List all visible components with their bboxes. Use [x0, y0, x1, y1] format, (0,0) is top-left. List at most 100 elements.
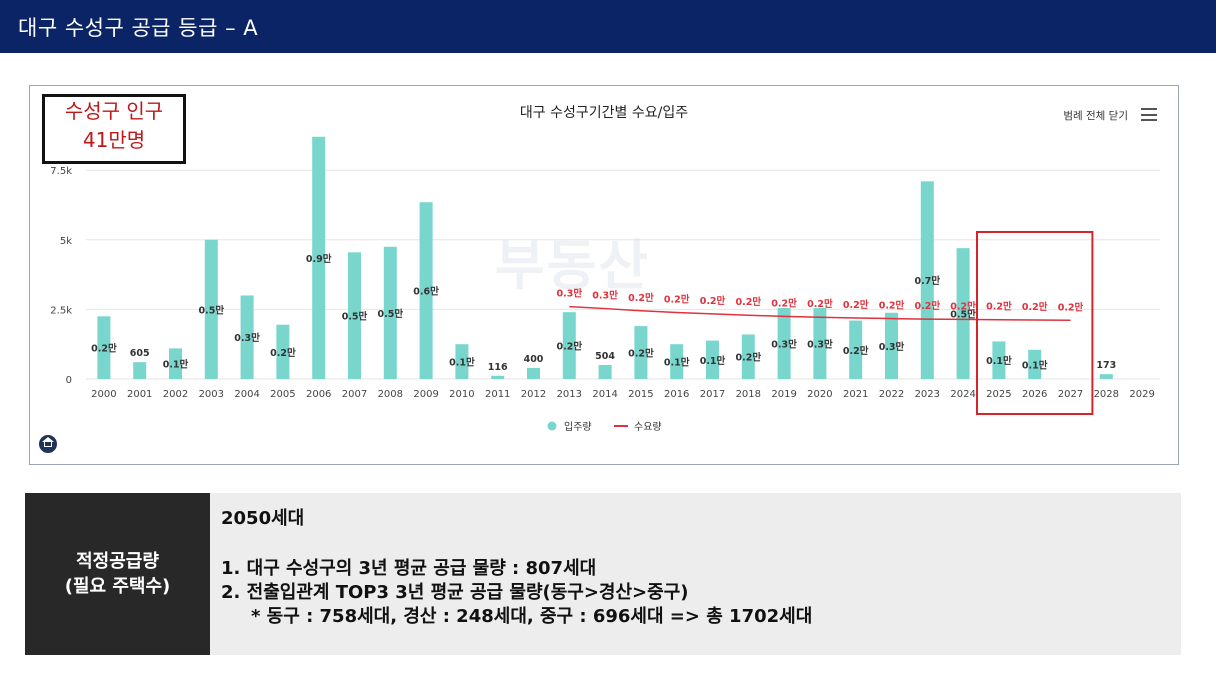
bar-value-label: 0.5만 [199, 304, 225, 316]
bar-value-label: 116 [488, 362, 508, 373]
bar-value-label: 173 [1096, 360, 1116, 371]
chart-panel: 부동산 대구 수성구기간별 수요/입주 수성구 인구 41만명 범례 전체 닫기… [29, 85, 1179, 465]
bar-value-label: 605 [130, 348, 150, 359]
home-icon[interactable] [39, 435, 57, 453]
demand-value-label: 0.2만 [950, 300, 976, 312]
x-tick-label: 2018 [736, 389, 761, 400]
demand-value-label: 0.2만 [1058, 301, 1084, 313]
bar [992, 341, 1006, 379]
x-tick-label: 2022 [879, 389, 904, 400]
demand-value-label: 0.3만 [592, 290, 618, 302]
bar [312, 136, 326, 379]
bar-value-label: 0.6만 [413, 286, 439, 298]
bar-value-label: 504 [595, 351, 615, 362]
x-tick-label: 2024 [950, 389, 975, 400]
bar-value-label: 0.3만 [807, 339, 833, 351]
bar-value-label: 0.2만 [557, 341, 583, 353]
bar [849, 320, 863, 379]
demand-value-label: 0.2만 [664, 293, 690, 305]
highlight-box [976, 231, 1094, 415]
bar-value-label: 0.1만 [700, 355, 726, 367]
bar [956, 248, 970, 379]
x-tick-label: 2003 [199, 389, 224, 400]
bar [383, 246, 397, 379]
bar-value-label: 0.2만 [91, 343, 117, 355]
bar [133, 362, 147, 379]
demand-value-label: 0.2만 [628, 292, 654, 304]
summary-label-line2: (필요 주택수) [64, 576, 171, 597]
demand-value-label: 0.2만 [771, 297, 797, 309]
x-tick-label: 2020 [807, 389, 832, 400]
x-tick-label: 2008 [378, 389, 403, 400]
bar-value-label: 0.2만 [628, 348, 654, 360]
bar-value-label: 0.1만 [664, 357, 690, 369]
chart-title: 대구 수성구기간별 수요/입주 [519, 105, 689, 121]
demand-value-label: 0.2만 [879, 300, 905, 312]
population-value: 41만명 [82, 128, 146, 152]
bar [885, 312, 898, 379]
bar [634, 326, 648, 379]
x-tick-label: 2027 [1058, 389, 1083, 400]
bar [527, 367, 540, 379]
bar-value-label: 0.1만 [986, 355, 1012, 367]
bar-value-label: 0.3만 [771, 339, 797, 351]
x-tick-label: 2029 [1129, 389, 1154, 400]
demand-value-label: 0.2만 [915, 300, 941, 312]
population-label: 수성구 인구 [64, 99, 164, 123]
bar-value-label: 0.7만 [915, 275, 941, 287]
x-tick-label: 2015 [628, 389, 653, 400]
x-tick-label: 2026 [1022, 389, 1047, 400]
bar-value-label: 0.9만 [306, 253, 332, 265]
bar-value-label: 0.5만 [950, 309, 976, 321]
x-tick-label: 2016 [664, 389, 689, 400]
x-tick-label: 2019 [771, 389, 796, 400]
bar [348, 252, 361, 379]
summary-line-3: * 동구 : 758세대, 경산 : 248세대, 중구 : 696세대 => … [251, 606, 813, 627]
bar [97, 316, 111, 379]
legend-bar-marker [547, 421, 557, 431]
bar [562, 312, 576, 379]
summary-text: 2050세대 1. 대구 수성구의 3년 평균 공급 물량 : 807세대 2.… [221, 507, 812, 629]
x-tick-label: 2005 [270, 389, 295, 400]
x-tick-label: 2001 [127, 389, 152, 400]
x-tick-label: 2006 [306, 389, 331, 400]
bar-value-label: 0.3만 [879, 341, 905, 353]
x-tick-label: 2010 [449, 389, 474, 400]
bar [240, 295, 254, 379]
bar [741, 334, 755, 379]
bar-value-label: 0.5만 [378, 308, 404, 320]
legend-line-label: 수요량 [634, 421, 662, 433]
bar-value-label: 0.1만 [163, 359, 189, 371]
title-bar: 대구 수성구 공급 등급 – A [0, 0, 1216, 53]
summary-line-1: 1. 대구 수성구의 3년 평균 공급 물량 : 807세대 [221, 558, 597, 579]
x-tick-label: 2021 [843, 389, 868, 400]
population-box: 수성구 인구 41만명 [42, 94, 186, 164]
x-tick-label: 2012 [521, 389, 546, 400]
x-tick-label: 2025 [986, 389, 1011, 400]
legend-close-button[interactable]: 범례 전체 닫기 [1063, 110, 1128, 122]
x-tick-label: 2014 [592, 389, 617, 400]
legend-bar-label: 입주량 [564, 420, 592, 433]
bar-value-label: 0.1만 [1022, 359, 1048, 371]
demand-line [569, 305, 1071, 322]
bar-value-label: 400 [524, 354, 544, 365]
demand-value-label: 0.2만 [736, 296, 762, 308]
demand-value-label: 0.2만 [843, 299, 869, 311]
x-tick-label: 2023 [915, 389, 940, 400]
bar-value-label: 0.2만 [270, 347, 296, 359]
bar [169, 348, 182, 379]
y-tick-label: 2.5k [50, 305, 72, 316]
demand-value-label: 0.2만 [700, 295, 726, 307]
bar-value-label: 0.2만 [843, 345, 869, 357]
bar [419, 202, 433, 379]
x-tick-label: 2004 [234, 389, 259, 400]
summary-line-2: 2. 전출입관계 TOP3 3년 평균 공급 물량(동구>경산>중구) [221, 582, 689, 603]
summary-headline: 2050세대 [221, 508, 305, 529]
demand-value-label: 0.2만 [807, 298, 833, 310]
bar [777, 308, 791, 379]
y-tick-label: 7.5k [50, 166, 72, 177]
bar-value-label: 0.2만 [736, 352, 762, 364]
bar [455, 344, 469, 379]
y-tick-label: 0 [66, 375, 72, 386]
hamburger-menu-icon[interactable] [1141, 108, 1157, 121]
